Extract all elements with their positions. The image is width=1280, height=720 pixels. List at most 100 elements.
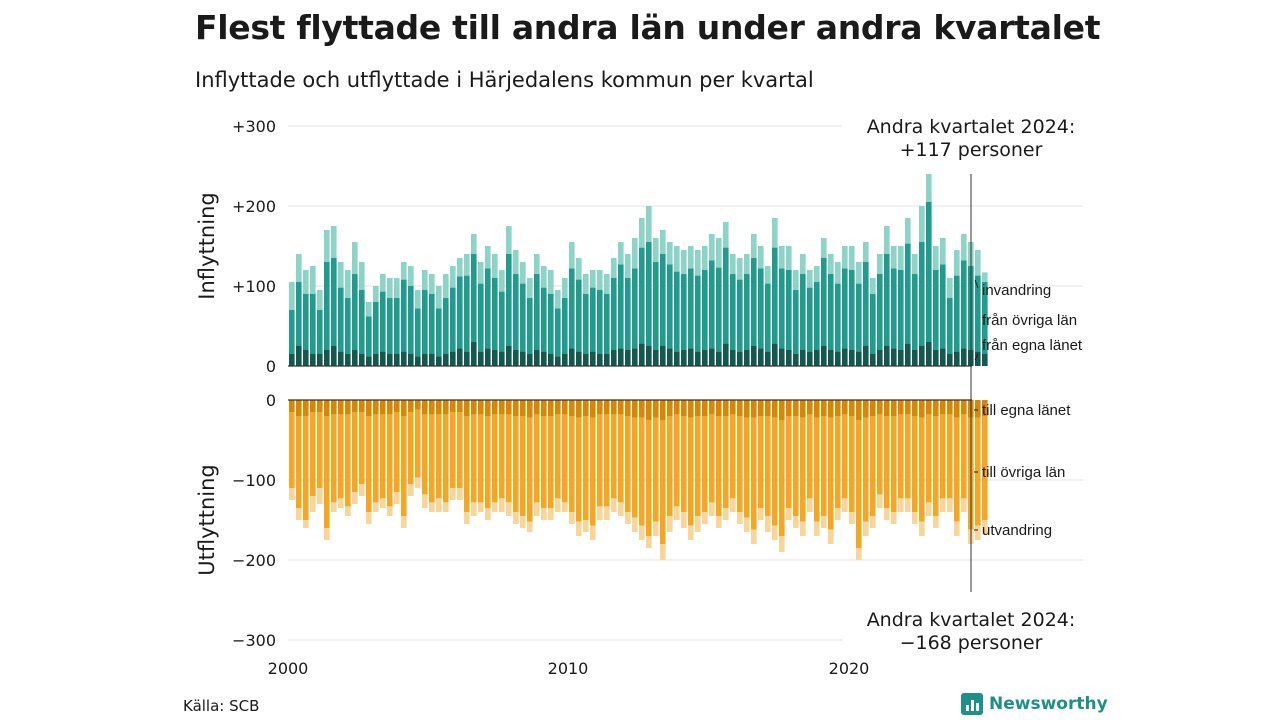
bar-in-invandring: [877, 254, 883, 274]
bar-in-invandring: [478, 262, 484, 284]
bar-ut-utvandring: [520, 516, 526, 528]
bar-ut-utvandring: [611, 498, 617, 512]
bar-in-ovriga: [940, 264, 946, 349]
bar-in-egna: [471, 342, 477, 366]
bar-in-invandring: [870, 278, 876, 294]
bar-in-ovriga: [814, 282, 820, 350]
bar-in-invandring: [373, 286, 379, 302]
bar-in-ovriga: [919, 242, 925, 346]
bar-in-ovriga: [317, 310, 323, 354]
bar-ut-ovriga: [814, 417, 820, 522]
bar-ut-ovriga: [898, 414, 904, 499]
bar-ut-ovriga: [786, 416, 792, 508]
bar-ut-ovriga: [429, 414, 435, 503]
bar-in-invandring: [940, 238, 946, 265]
bar-ut-egna: [352, 400, 358, 412]
bar-in-invandring: [723, 222, 729, 248]
bar-ut-utvandring: [583, 520, 589, 532]
bar-ut-egna: [429, 400, 435, 415]
bar-ut-egna: [345, 400, 351, 415]
bar-in-ovriga: [933, 270, 939, 350]
bar-in-ovriga: [513, 274, 519, 350]
bar-in-egna: [835, 351, 841, 366]
bar-in-egna: [597, 354, 603, 366]
bar-ut-utvandring: [919, 521, 925, 536]
bar-in-ovriga: [800, 274, 806, 350]
bar-in-ovriga: [576, 279, 582, 352]
bar-in-ovriga: [583, 294, 589, 354]
bar-in-invandring: [646, 206, 652, 242]
bar-ut-utvandring: [618, 502, 624, 516]
bar-in-ovriga: [863, 262, 869, 346]
gridlines: [288, 125, 1083, 641]
bar-ut-egna: [590, 400, 596, 418]
bar-in-invandring: [793, 270, 799, 290]
bar-ut-ovriga: [772, 417, 778, 526]
bar-in-invandring: [310, 266, 316, 294]
bar-in-egna: [779, 348, 785, 366]
bar-in-invandring: [520, 262, 526, 284]
bar-in-invandring: [555, 290, 561, 309]
bar-in-invandring: [779, 246, 785, 269]
bar-ut-ovriga: [625, 416, 631, 512]
bar-in-egna: [352, 350, 358, 366]
bar-in-ovriga: [555, 308, 561, 357]
bar-ut-egna: [982, 400, 988, 416]
bar-in-ovriga: [653, 262, 659, 350]
bar-in-ovriga: [751, 258, 757, 346]
bar-ut-utvandring: [905, 498, 911, 512]
bar-ut-ovriga: [730, 414, 736, 499]
y-tick-label: −100: [232, 471, 276, 490]
bar-ut-ovriga: [331, 414, 337, 503]
bar-ut-egna: [478, 400, 484, 415]
bar-ut-egna: [653, 400, 659, 418]
bar-ut-egna: [555, 400, 561, 415]
bar-in-egna: [632, 348, 638, 366]
bar-in-invandring: [912, 254, 918, 274]
bar-ut-utvandring: [779, 536, 785, 552]
bar-ut-egna: [905, 400, 911, 415]
bar-in-egna: [590, 351, 596, 366]
bar-in-egna: [926, 342, 932, 366]
bar-in-invandring: [338, 262, 344, 288]
bar-in-invandring: [303, 270, 309, 294]
bar-ut-ovriga: [597, 414, 603, 507]
bar-in-ovriga: [380, 291, 386, 352]
bar-in-invandring: [765, 266, 771, 284]
bar-ut-ovriga: [590, 417, 596, 526]
bar-in-egna: [674, 351, 680, 366]
bar-ut-egna: [296, 400, 302, 416]
bar-ut-ovriga: [366, 416, 372, 512]
bar-ut-egna: [485, 400, 491, 416]
series-label-in: från övriga län: [982, 312, 1077, 329]
bar-ut-utvandring: [765, 516, 771, 532]
bar-ut-ovriga: [723, 416, 729, 508]
bar-in-ovriga: [520, 283, 526, 352]
bar-ut-utvandring: [555, 498, 561, 512]
bar-ut-ovriga: [793, 416, 799, 516]
bar-ut-egna: [569, 400, 575, 416]
bar-ut-utvandring: [366, 512, 372, 524]
bar-in-ovriga: [541, 287, 547, 352]
bar-in-invandring: [884, 226, 890, 254]
annotation-out-bg: [842, 606, 1090, 658]
bar-ut-utvandring: [660, 544, 666, 560]
bar-ut-ovriga: [443, 414, 449, 503]
bar-ut-ovriga: [471, 414, 477, 503]
bar-ut-utvandring: [954, 521, 960, 536]
bar-in-invandring: [660, 230, 666, 254]
bar-in-ovriga: [562, 298, 568, 354]
bar-in-invandring: [394, 278, 400, 298]
bar-in-egna: [660, 346, 666, 366]
bar-in-egna: [639, 343, 645, 366]
bar-ut-utvandring: [345, 506, 351, 516]
bar-ut-ovriga: [926, 414, 932, 503]
bar-ut-egna: [807, 400, 813, 415]
migration-chart: +300 +200 +100 0 0 −100 −200 −300 2000 2010 2020 In…: [195, 116, 1090, 678]
bar-in-ovriga: [709, 260, 715, 349]
bar-in-ovriga: [618, 264, 624, 349]
bar-in-invandring: [499, 270, 505, 292]
bar-in-egna: [744, 350, 750, 366]
bar-in-invandring: [926, 174, 932, 202]
bar-in-invandring: [814, 266, 820, 282]
